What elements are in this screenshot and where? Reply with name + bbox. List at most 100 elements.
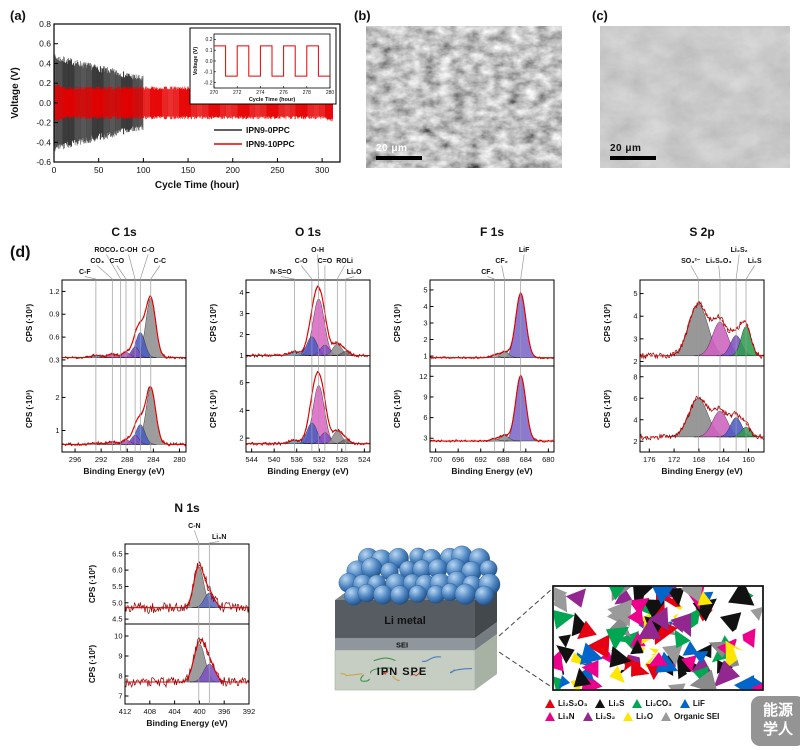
scalebar-c-text: 20 μm <box>610 143 642 154</box>
svg-text:0.6: 0.6 <box>39 39 51 49</box>
svg-text:Binding Energy (eV): Binding Energy (eV) <box>83 466 164 476</box>
svg-text:0: 0 <box>52 165 57 175</box>
triangle-icon <box>661 712 672 721</box>
svg-text:CF₂: CF₂ <box>495 258 507 265</box>
triangle-icon <box>679 699 690 708</box>
triangle-icon <box>632 699 643 708</box>
svg-text:7: 7 <box>118 692 122 701</box>
svg-text:C-N: C-N <box>188 523 200 530</box>
scalebar-c-bar <box>610 156 656 160</box>
scalebar-b-bar <box>376 156 422 160</box>
svg-text:540: 540 <box>268 455 281 464</box>
svg-text:9: 9 <box>423 392 427 401</box>
sei-legend: Li₂S₂O₃ Li₂S Li₂CO₃ LiF Li₃N Li₂S₂ Li₂O Organic… <box>545 699 783 725</box>
svg-text:8: 8 <box>633 372 637 381</box>
svg-text:CF₃: CF₃ <box>481 269 494 276</box>
svg-text:4: 4 <box>633 312 637 321</box>
svg-text:8: 8 <box>118 672 122 681</box>
svg-text:O 1s: O 1s <box>295 225 321 239</box>
svg-text:IPN9-0PPC: IPN9-0PPC <box>246 125 290 135</box>
svg-text:-0.1: -0.1 <box>204 70 213 76</box>
sem-texture-b <box>366 26 562 168</box>
svg-text:C-O: C-O <box>295 258 308 265</box>
xps-chart-n1s: 4.5 5.0 5.5 6.0 6.5 CPS (·10²) 7 8 9 10 CPS (·10²)… <box>88 501 255 728</box>
svg-text:CPS (·10³): CPS (·10³) <box>209 390 218 429</box>
svg-text:1: 1 <box>239 351 243 360</box>
svg-text:2: 2 <box>55 393 59 402</box>
svg-text:0.0: 0.0 <box>39 98 51 108</box>
triangle-icon <box>582 712 593 721</box>
svg-text:296: 296 <box>69 455 82 464</box>
svg-text:IPN SPE: IPN SPE <box>377 666 427 678</box>
svg-text:1: 1 <box>423 352 427 361</box>
svg-text:C-C: C-C <box>154 258 166 265</box>
sem-image-c: 20 μm <box>600 26 790 168</box>
svg-text:5.0: 5.0 <box>112 598 122 607</box>
svg-text:C=O: C=O <box>318 258 333 265</box>
svg-text:SEI: SEI <box>396 641 408 650</box>
svg-text:412: 412 <box>119 707 132 716</box>
sei-legend-label: Li₂S₂ <box>595 712 616 721</box>
svg-text:0.1: 0.1 <box>206 48 213 54</box>
panel-a-label: (a) <box>10 8 26 23</box>
svg-text:1: 1 <box>55 426 59 435</box>
svg-text:CO₃: CO₃ <box>90 258 104 265</box>
voltage-cycling-chart: 0 50 100 150 200 250 300 -0.6 -0.4 -0.2 0.0 0.2 0.4 0… <box>10 19 341 191</box>
svg-text:692: 692 <box>474 455 487 464</box>
triangle-icon <box>623 712 634 721</box>
svg-text:100: 100 <box>136 165 150 175</box>
svg-text:F 1s: F 1s <box>480 225 504 239</box>
svg-text:536: 536 <box>290 455 303 464</box>
svg-text:172: 172 <box>668 455 681 464</box>
svg-text:CPS (·10²): CPS (·10²) <box>603 390 612 429</box>
svg-text:CPS (·10²): CPS (·10²) <box>603 304 612 343</box>
svg-text:O-H: O-H <box>311 247 324 254</box>
svg-text:4: 4 <box>239 288 243 297</box>
svg-text:396: 396 <box>218 707 231 716</box>
svg-text:270: 270 <box>210 90 219 96</box>
svg-text:Cycle Time (hour): Cycle Time (hour) <box>155 180 239 191</box>
svg-text:5.5: 5.5 <box>112 582 122 591</box>
svg-text:C-F: C-F <box>79 269 91 276</box>
svg-text:276: 276 <box>279 90 288 96</box>
svg-text:272: 272 <box>233 90 242 96</box>
watermark-text: 能源学人 <box>762 702 793 738</box>
svg-text:0.4: 0.4 <box>39 58 51 68</box>
svg-text:C-O: C-O <box>142 247 155 254</box>
svg-text:250: 250 <box>270 165 284 175</box>
svg-text:CPS (·10³): CPS (·10³) <box>25 390 34 429</box>
sei-legend-item: Li₂S₂O₃ <box>545 699 587 708</box>
triangle-icon <box>545 699 555 708</box>
svg-text:Binding Energy (eV): Binding Energy (eV) <box>661 466 742 476</box>
svg-text:9: 9 <box>118 652 122 661</box>
sei-legend-item: Li₂CO₃ <box>632 699 672 708</box>
scalebar-b: 20 μm <box>376 143 422 160</box>
sei-legend-item: Li₂O <box>623 712 653 721</box>
svg-text:SO₃²⁻: SO₃²⁻ <box>681 258 701 265</box>
sei-legend-item: Li₂S₂ <box>582 712 616 721</box>
svg-text:CPS (·10³): CPS (·10³) <box>393 304 402 343</box>
svg-text:168: 168 <box>693 455 706 464</box>
svg-text:200: 200 <box>226 165 240 175</box>
svg-text:300: 300 <box>315 165 329 175</box>
svg-text:280: 280 <box>326 90 335 96</box>
sei-legend-label: LiF <box>692 699 705 708</box>
svg-text:176: 176 <box>643 455 656 464</box>
sei-legend-row: Li₂S₂O₃ Li₂S Li₂CO₃ LiF <box>545 699 783 708</box>
sei-legend-item: LiF <box>679 699 705 708</box>
svg-text:2: 2 <box>423 335 427 344</box>
svg-text:0.8: 0.8 <box>39 19 51 29</box>
svg-text:2: 2 <box>239 330 243 339</box>
svg-text:688: 688 <box>497 455 510 464</box>
scalebar-b-text: 20 μm <box>376 143 408 154</box>
svg-text:6: 6 <box>423 413 427 422</box>
svg-text:ROLi: ROLi <box>336 258 353 265</box>
svg-text:S 2p: S 2p <box>689 225 714 239</box>
sei-legend-label: Li₂CO₃ <box>645 699 672 708</box>
svg-text:C=O: C=O <box>110 258 125 265</box>
sei-legend-label: Organic SEI <box>674 712 720 721</box>
svg-text:CPS (·10³): CPS (·10³) <box>393 390 402 429</box>
svg-text:284: 284 <box>147 455 160 464</box>
svg-text:278: 278 <box>303 90 312 96</box>
svg-text:LiF: LiF <box>519 247 530 254</box>
